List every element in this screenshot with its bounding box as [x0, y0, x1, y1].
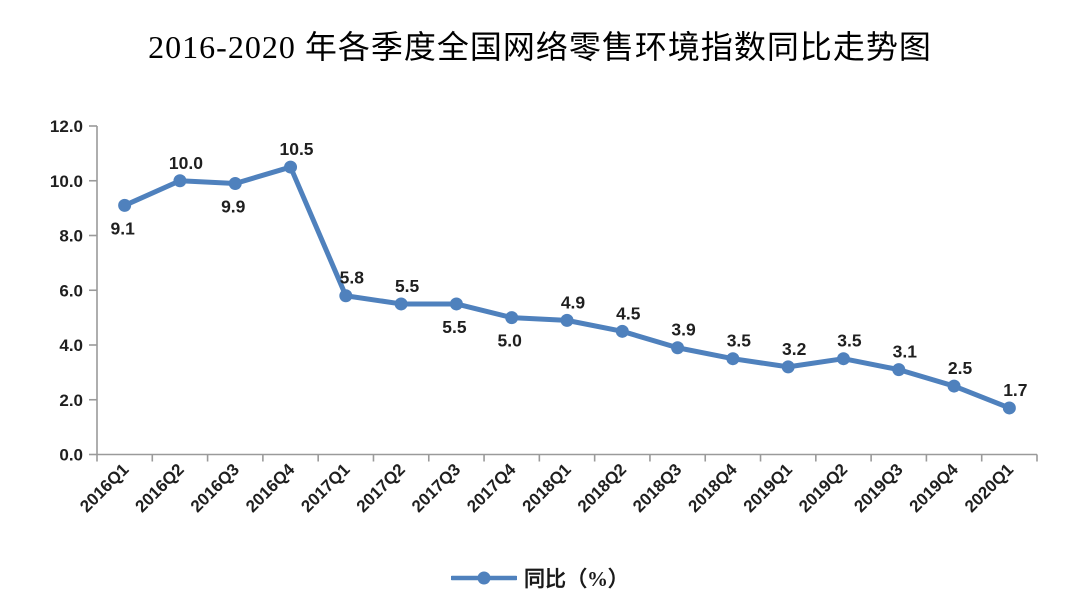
chart-title: 2016-2020 年各季度全国网络零售环境指数同比走势图 — [148, 29, 932, 65]
x-axis-label: 2020Q1 — [961, 460, 1017, 516]
x-axis-label: 2017Q2 — [353, 460, 409, 516]
data-point-marker — [836, 352, 850, 366]
data-point-marker — [284, 160, 298, 174]
x-axis-label: 2018Q3 — [629, 460, 685, 516]
x-axis-label: 2019Q4 — [906, 460, 963, 517]
data-point-marker — [1002, 401, 1016, 415]
data-point-marker — [671, 341, 685, 355]
legend-series-label: 同比（%） — [524, 567, 629, 591]
data-point-marker — [449, 297, 463, 311]
data-point-label: 2.5 — [948, 358, 973, 378]
data-point-label: 3.9 — [671, 320, 696, 340]
data-point-label: 3.5 — [837, 331, 862, 351]
x-axis-label: 2017Q4 — [463, 460, 520, 517]
data-point-label: 4.5 — [616, 303, 641, 323]
x-axis-label: 2016Q3 — [187, 460, 243, 516]
x-axis-label: 2019Q2 — [795, 460, 851, 516]
y-axis-tick-label: 12.0 — [50, 117, 83, 136]
x-axis-label: 2018Q1 — [519, 460, 575, 516]
data-point-marker — [118, 198, 132, 212]
data-point-marker — [781, 360, 795, 374]
data-point-marker — [173, 174, 187, 188]
y-axis-tick-label: 2.0 — [59, 391, 83, 410]
x-axis-label: 2016Q2 — [132, 460, 188, 516]
data-point-label: 5.5 — [442, 317, 467, 337]
data-point-label: 5.0 — [498, 331, 523, 351]
data-point-label: 4.9 — [561, 292, 586, 312]
data-point-marker — [892, 363, 906, 377]
x-axis-label: 2018Q4 — [684, 460, 741, 517]
data-point-marker — [394, 297, 408, 311]
legend-line-marker-icon — [451, 571, 517, 585]
x-axis-label: 2016Q1 — [76, 460, 132, 516]
data-point-label: 3.5 — [727, 331, 752, 351]
data-point-marker — [947, 379, 961, 393]
data-point-marker — [615, 324, 629, 338]
data-point-label: 9.1 — [110, 218, 135, 238]
data-point-marker — [505, 311, 519, 325]
series-line — [122, 164, 1012, 411]
data-point-label: 10.0 — [169, 153, 203, 173]
data-point-marker — [228, 176, 242, 190]
x-axis-label: 2019Q3 — [850, 460, 906, 516]
data-point-label: 10.5 — [279, 139, 313, 159]
x-axis-label: 2018Q2 — [574, 460, 630, 516]
data-point-label: 3.2 — [782, 339, 807, 359]
y-axis-tick-label: 8.0 — [59, 227, 83, 246]
data-point-marker — [339, 289, 353, 303]
x-axis-label: 2016Q4 — [242, 460, 299, 517]
y-axis-tick-label: 0.0 — [59, 446, 83, 465]
x-axis-label: 2017Q1 — [297, 460, 353, 516]
data-point-marker — [560, 313, 574, 327]
x-axis-label: 2019Q1 — [740, 460, 796, 516]
y-axis-tick-label: 4.0 — [59, 336, 83, 355]
data-point-label: 9.9 — [221, 196, 246, 216]
y-axis-tick-label: 6.0 — [59, 281, 83, 300]
data-point-label: 3.1 — [893, 342, 918, 362]
data-point-label: 5.5 — [395, 276, 420, 296]
data-point-label: 1.7 — [1003, 380, 1027, 400]
x-axis-label: 2017Q3 — [408, 460, 464, 516]
data-point-label: 5.8 — [340, 268, 365, 288]
y-axis-tick-label: 10.0 — [50, 172, 83, 191]
legend: 同比（%） — [0, 563, 1080, 593]
data-point-marker — [726, 352, 740, 366]
